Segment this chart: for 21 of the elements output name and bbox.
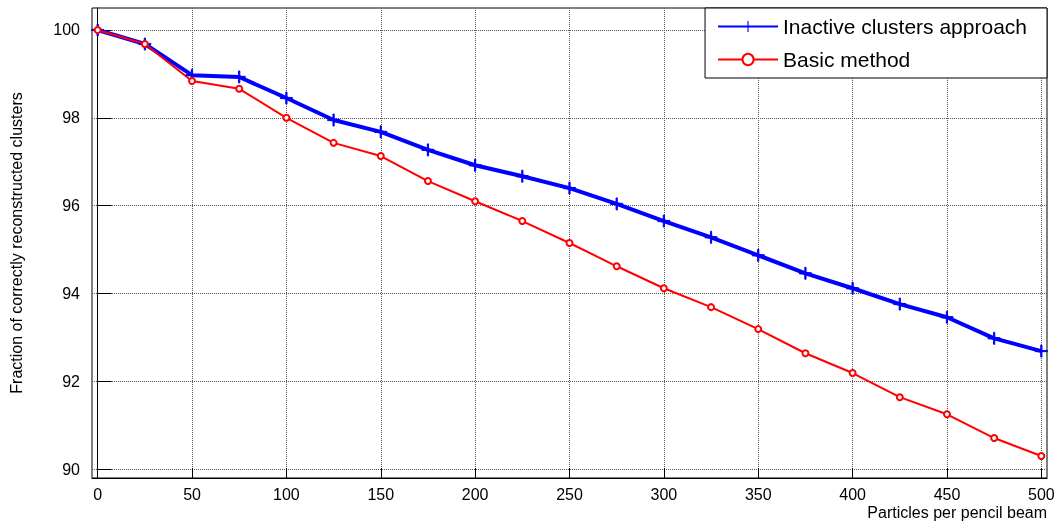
x-tick-label: 400	[839, 485, 867, 503]
x-tick-label: 300	[650, 485, 678, 503]
y-tick-label: 94	[62, 285, 81, 303]
x-tick-label: 450	[933, 485, 961, 503]
y-tick-label: 96	[62, 197, 81, 215]
y-tick-label: 92	[62, 372, 81, 390]
y-tick-label: 98	[62, 109, 81, 127]
x-axis-title: Particles per pencil beam	[867, 503, 1047, 521]
x-tick-label: 50	[183, 485, 202, 503]
x-tick-label: 200	[461, 485, 489, 503]
y-tick-label: 100	[53, 21, 81, 39]
x-tick-label: 500	[1027, 485, 1055, 503]
x-tick-label: 0	[93, 485, 103, 503]
legend-label: Basic method	[783, 48, 911, 71]
y-tick-label: 90	[62, 460, 81, 478]
legend-label: Inactive clusters approach	[783, 15, 1028, 38]
x-tick-label: 100	[273, 485, 300, 503]
y-axis-title: Fraction of correctly reconstructed clusters	[7, 92, 25, 394]
x-tick-label: 350	[744, 485, 772, 503]
x-tick-label: 150	[367, 485, 395, 503]
x-tick-label: 250	[556, 485, 583, 503]
